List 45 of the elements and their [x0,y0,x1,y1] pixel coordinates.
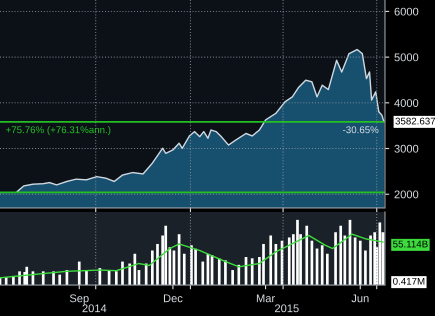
bar [172,250,176,286]
bar [224,260,227,286]
bar [369,236,372,286]
text: 55.114B [393,240,428,248]
bar [194,248,197,286]
y-tick-label: 2000 [394,190,418,198]
bar [310,240,314,286]
x-tick-label: Jun [351,294,369,302]
ref-line-label: +75.76% (+76.31%ann.) [6,126,110,136]
bar [206,254,210,286]
bar [358,240,362,286]
text: 0.417M [393,278,424,285]
bar [364,250,367,286]
bar [339,226,342,286]
annotation: 3582.637 [395,118,435,125]
bar [320,245,324,286]
bar [201,262,204,286]
bar [326,254,329,286]
bar [178,234,180,286]
y-tick-label: 5000 [394,53,418,62]
bar [262,244,265,286]
bar [354,237,356,286]
bar [244,257,248,286]
bar [210,255,214,286]
text: 2015 [275,304,299,312]
x-tick-label: Dec [164,294,183,302]
text: 2014 [82,304,106,312]
y-tick-label: 3000 [394,144,418,153]
bar [156,244,159,286]
y-tick-label: 4000 [394,99,418,107]
x-tick-label: Mar [256,294,275,302]
annotation: -30.65% [343,126,378,134]
bar [334,232,337,286]
bar [296,220,299,286]
bar [85,270,88,286]
bar [182,254,186,286]
bar [164,226,168,286]
bar [348,220,352,286]
bar [316,248,318,286]
bar [121,262,124,286]
y-tick-label: 6000 [394,8,418,16]
bar [305,226,308,286]
bar [231,270,234,286]
bar [378,222,382,286]
x-tick-label: Sep [70,294,89,304]
